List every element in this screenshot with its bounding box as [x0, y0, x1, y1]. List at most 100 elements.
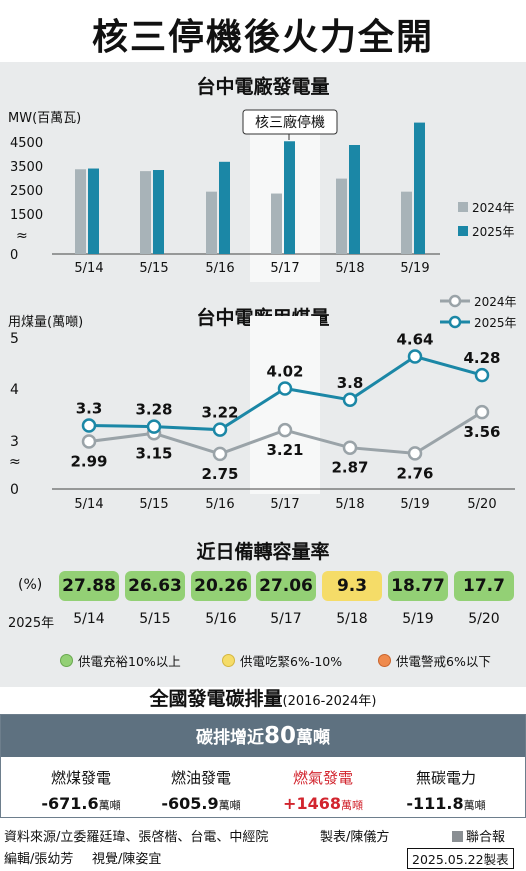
- bar-2024: [401, 191, 412, 254]
- orange-dot-icon: [378, 654, 391, 667]
- reserve-unit: (%): [18, 577, 43, 593]
- series-point-2025年: [277, 381, 293, 396]
- line-xtick-label: 5/15: [139, 497, 168, 512]
- green-dot-icon: [60, 654, 73, 667]
- series-point-2025年: [81, 418, 97, 433]
- bar-2025: [349, 145, 360, 254]
- series-point-2024年: [407, 446, 423, 461]
- line-xtick-label: 5/20: [467, 497, 496, 512]
- bar-chart-title: 台中電廠發電量: [196, 76, 330, 98]
- bar-chart: 4500 3500 2500 1500 0 MW(百萬瓦) ≈5/14 5/15 5/16 5/1…: [8, 109, 515, 282]
- data-label-2024: 2.87: [331, 459, 368, 477]
- line-xtick-label: 5/18: [335, 497, 364, 512]
- fuel-coal: 燃煤發電 -671.6萬噸: [41, 769, 121, 813]
- legend-2024-swatch: [458, 202, 468, 212]
- bar-ytick-label: 3500: [10, 160, 43, 175]
- reserve-value-cell: 9.3: [322, 571, 382, 601]
- data-label-2024: 3.15: [135, 444, 172, 462]
- legend-2025-label: 2025年: [472, 225, 515, 239]
- footer-date: 2025.05.22製表: [407, 848, 514, 869]
- bar-2025: [153, 170, 164, 254]
- footer-publisher: 聯合報: [452, 826, 505, 845]
- carbon-banner-number: 80: [263, 723, 296, 749]
- bar-xtick-label: 5/19: [400, 261, 429, 276]
- reserve-value-cell: 17.7: [454, 571, 514, 601]
- footer-made-by: 製表/陳儀方: [320, 830, 390, 845]
- fuel-gas: 燃氣發電 +1468萬噸: [283, 769, 363, 813]
- legend-yellow: 供電吃緊6%-10%: [222, 651, 342, 670]
- series-point-2025年: [146, 419, 162, 434]
- axis-break-icon: ≈: [9, 454, 21, 470]
- yellow-dot-icon: [222, 654, 235, 667]
- bar-ytick-label: 2500: [10, 184, 43, 199]
- fuel-carbon-free: 無碳電力 -111.8萬噸: [406, 769, 486, 813]
- axis-break-icon: ≈: [16, 228, 28, 244]
- reserve-value-cell: 27.88: [59, 571, 119, 601]
- data-label-2024: 2.75: [201, 465, 238, 483]
- data-label-2025: 3.8: [337, 374, 364, 392]
- series-point-2024年: [342, 440, 358, 455]
- legend-green: 供電充裕10%以上: [60, 651, 181, 670]
- bar-xtick-label: 5/17: [270, 261, 299, 276]
- legend-2025-swatch: [458, 226, 468, 236]
- carbon-banner: 碳排增近80萬噸: [1, 715, 525, 757]
- reserve-row-label: 2025年: [8, 616, 55, 631]
- line-ytick-label: 3: [10, 434, 19, 450]
- bar-2024: [206, 191, 217, 254]
- line-xtick-label: 5/16: [205, 497, 234, 512]
- legend-2024-label: 2024年: [472, 201, 515, 215]
- line-xtick-label: 5/14: [74, 497, 103, 512]
- bar-ytick-label: 0: [10, 248, 18, 263]
- footer-editor: 編輯/張幼芳: [4, 852, 74, 867]
- reserve-date-label: 5/15: [139, 611, 171, 627]
- reserve-date-label: 5/19: [402, 611, 434, 627]
- reserve-value-cell: 26.63: [125, 571, 185, 601]
- data-label-2025: 3.3: [76, 400, 103, 418]
- data-label-2024: 2.76: [396, 464, 433, 482]
- reserve-table-title: 近日備轉容量率: [196, 541, 330, 563]
- line-ylabel: 用煤量(萬噸): [8, 315, 83, 330]
- reserve-value-cell: 20.26: [191, 571, 251, 601]
- bar-xtick-label: 5/18: [335, 261, 364, 276]
- series-point-2024年: [81, 434, 97, 449]
- data-label-2025: 4.02: [266, 362, 303, 380]
- reserve-date-label: 5/20: [468, 611, 500, 627]
- data-label-2024: 2.99: [70, 453, 107, 471]
- series-point-2025年: [342, 392, 358, 408]
- annotation-label: 核三廠停機: [255, 114, 325, 131]
- data-label-2024: 3.21: [266, 441, 303, 459]
- series-point-2024年: [277, 422, 293, 438]
- data-label-2025: 4.64: [396, 331, 433, 349]
- carbon-box: 碳排增近80萬噸 燃煤發電 -671.6萬噸 燃油發電 -605.9萬噸 燃氣發…: [0, 714, 526, 818]
- series-point-2025年: [474, 367, 490, 383]
- data-label-2025: 3.22: [201, 404, 238, 422]
- legend-2025-label: 2025年: [474, 316, 517, 330]
- bar-2024: [271, 193, 282, 254]
- bar-2024: [140, 171, 151, 254]
- bar-2025: [414, 122, 425, 254]
- main-title: 核三停機後火力全開: [91, 17, 434, 58]
- bar-2024: [75, 169, 86, 254]
- bar-ytick-label: 4500: [10, 136, 43, 151]
- reserve-value-cell: 27.06: [256, 571, 316, 601]
- reserve-date-label: 5/14: [73, 611, 105, 627]
- carbon-title: 全國發電碳排量(2016-2024年): [149, 688, 377, 710]
- bar-ytick-label: 1500: [10, 208, 43, 223]
- legend-2025-marker: [448, 315, 462, 329]
- footer-visual: 視覺/陳姿宜: [92, 852, 162, 867]
- legend-2024-label: 2024年: [474, 295, 517, 309]
- series-point-2024年: [474, 404, 490, 420]
- fuel-oil: 燃油發電 -605.9萬噸: [161, 769, 241, 813]
- reserve-value-cell: 18.77: [388, 571, 448, 601]
- bar-2025: [284, 141, 295, 254]
- line-xtick-label: 5/19: [400, 497, 429, 512]
- reserve-table: (%) 2025年 27.88 5/14 26.63 5/15 20.26 5/16 27.…: [0, 570, 526, 680]
- line-xtick-label: 5/17: [270, 497, 299, 512]
- reserve-date-label: 5/16: [205, 611, 237, 627]
- bar-2025: [219, 161, 230, 254]
- bar-2024: [336, 178, 347, 254]
- legend-orange: 供電警戒6%以下: [378, 651, 491, 670]
- line-ytick-label: 5: [10, 331, 19, 347]
- bar-2025: [88, 168, 99, 254]
- line-ytick-label: 0: [10, 482, 19, 498]
